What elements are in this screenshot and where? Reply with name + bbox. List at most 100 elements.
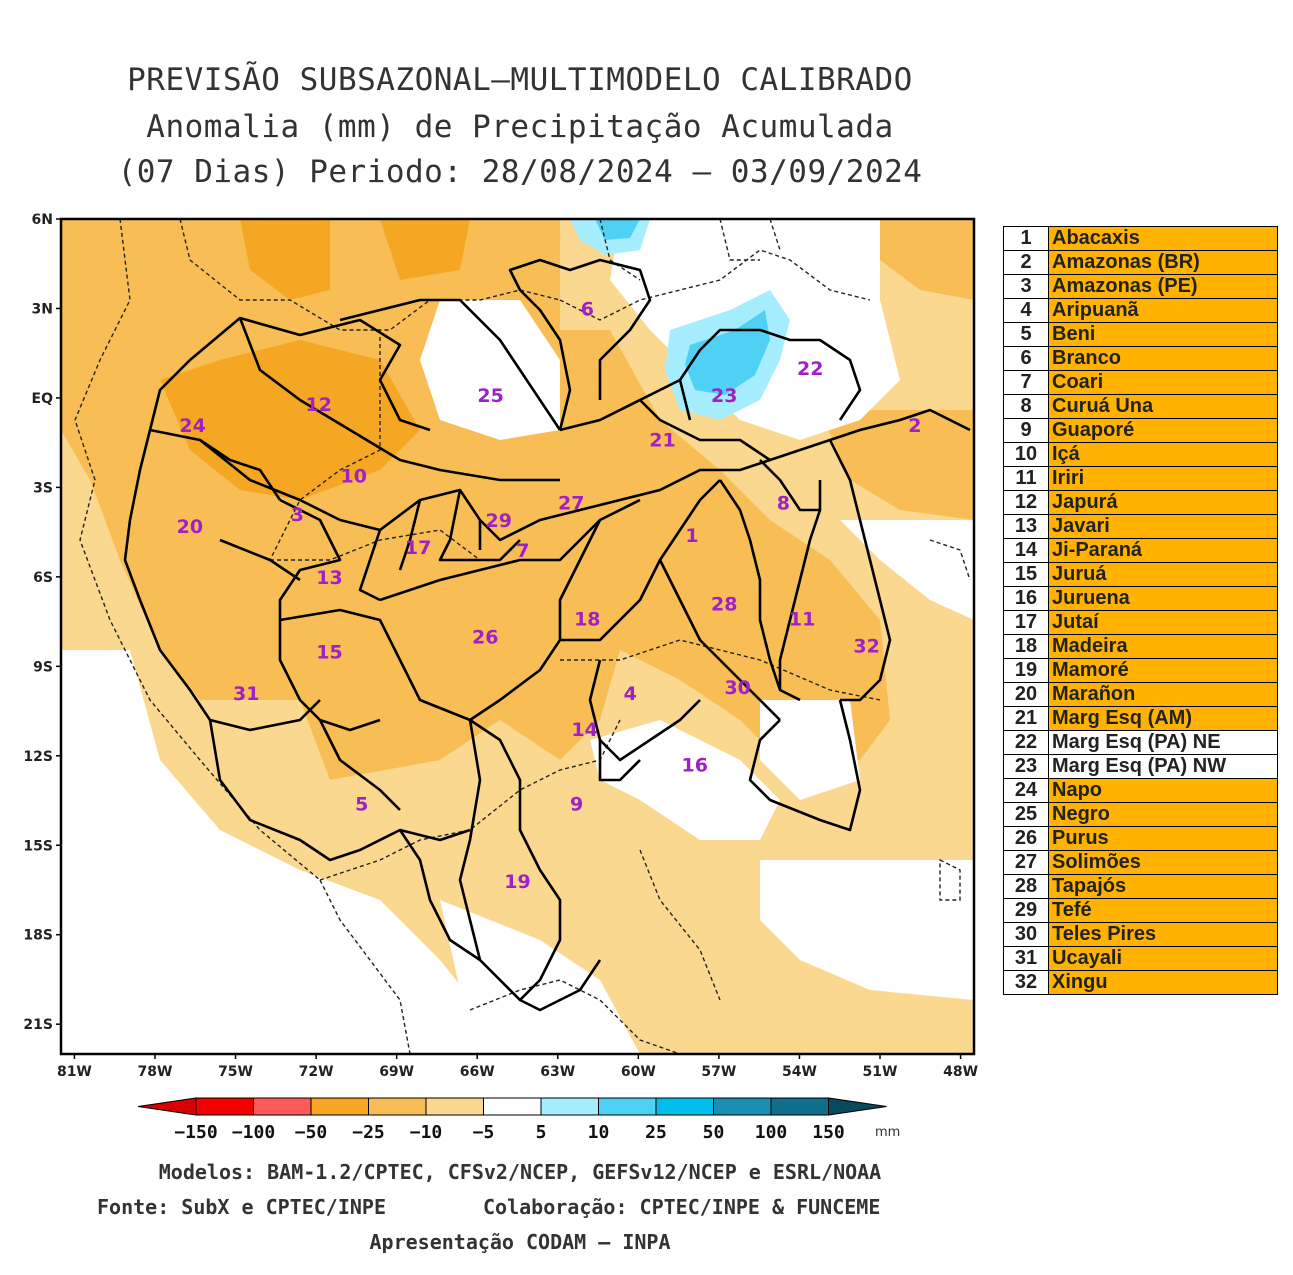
colorbar-segment <box>425 1097 484 1116</box>
colorbar-segment <box>598 1097 657 1116</box>
legend-number: 9 <box>1003 418 1049 443</box>
legend-row: 4 Aripuanã <box>1003 298 1278 323</box>
legend-row: 27 Solimões <box>1003 850 1278 875</box>
colorbar-label: −150 <box>174 1122 217 1143</box>
legend-basin-name: Teles Pires <box>1048 922 1278 947</box>
legend-basin-name: Marg Esq (PA) NW <box>1048 754 1278 779</box>
basin-boundaries <box>123 258 971 1012</box>
basin-number-19: 19 <box>504 871 530 893</box>
legend-basin-name: Ucayali <box>1048 946 1278 971</box>
anomaly-field-neutral-se <box>760 700 860 800</box>
basin-number-14: 14 <box>571 719 597 741</box>
basin-number-7: 7 <box>516 540 529 562</box>
legend-number: 23 <box>1003 754 1049 779</box>
lat-label: 18S <box>23 928 53 944</box>
colorbar-label: −50 <box>295 1122 328 1143</box>
legend-row: 2 Amazonas (BR) <box>1003 250 1278 275</box>
colorbar: −150 −100 −50 −25 −10 −5 5 10 25 50 100 150 mm <box>137 1097 900 1143</box>
colorbar-segment <box>368 1097 427 1116</box>
legend-number: 18 <box>1003 634 1049 659</box>
legend-number: 26 <box>1003 826 1049 851</box>
legend-number: 5 <box>1003 322 1049 347</box>
map-frame <box>59 217 976 1056</box>
legend-row: 11 Iriri <box>1003 466 1278 491</box>
anomaly-field-neutral-south-central <box>440 900 640 1054</box>
lon-label: 78W <box>138 1064 173 1080</box>
colorbar-label: 50 <box>703 1122 725 1143</box>
legend-basin-name: Curuá Una <box>1048 394 1278 419</box>
colorbar-label: −25 <box>352 1122 385 1143</box>
legend-row: 22 Marg Esq (PA) NE <box>1003 730 1278 755</box>
lon-label: 57W <box>701 1064 736 1080</box>
basin-number-9: 9 <box>570 794 583 816</box>
anomaly-field-neutral-north <box>420 300 560 440</box>
lat-label: 15S <box>23 838 53 854</box>
legend-number: 7 <box>1003 370 1049 395</box>
basin-number-29: 29 <box>485 510 511 532</box>
basin-number-1: 1 <box>685 525 698 547</box>
legend-row: 3 Amazonas (PE) <box>1003 274 1278 299</box>
lat-label: 3S <box>33 480 53 496</box>
lon-label: 48W <box>943 1064 978 1080</box>
basin-number-5: 5 <box>355 794 368 816</box>
legend-basin-name: Marg Esq (PA) NE <box>1048 730 1278 755</box>
basin-number-8: 8 <box>777 492 790 514</box>
basin-number-30: 30 <box>724 677 750 699</box>
legend-number: 13 <box>1003 514 1049 539</box>
legend-number: 2 <box>1003 250 1049 275</box>
legend-basin-name: Solimões <box>1048 850 1278 875</box>
lon-label: 63W <box>540 1064 575 1080</box>
country-borders <box>74 219 971 1054</box>
legend-row: 30 Teles Pires <box>1003 922 1278 947</box>
lat-label: 9S <box>33 659 53 675</box>
legend-row: 18 Madeira <box>1003 634 1278 659</box>
legend-basin-name: Içá <box>1048 442 1278 467</box>
legend-row: 8 Curuá Una <box>1003 394 1278 419</box>
colorbar-min-arrow <box>137 1097 197 1116</box>
colorbar-label: 150 <box>812 1122 845 1143</box>
legend-basin-name: Guaporé <box>1048 418 1278 443</box>
longitude-labels: 81W 78W 75W 72W 69W 66W 63W 60W 57W 54W 51W 48W <box>57 1064 978 1080</box>
basin-number-12: 12 <box>306 394 332 416</box>
lon-label: 81W <box>57 1064 92 1080</box>
legend-basin-name: Marg Esq (AM) <box>1048 706 1278 731</box>
credits-presentation: Apresentação CODAM – INPA <box>369 1230 671 1254</box>
legend-row: 9 Guaporé <box>1003 418 1278 443</box>
basin-number-21: 21 <box>649 430 675 452</box>
legend-number: 1 <box>1003 226 1049 251</box>
lon-label: 54W <box>782 1064 817 1080</box>
legend-row: 21 Marg Esq (AM) <box>1003 706 1278 731</box>
colorbar-label: 10 <box>588 1122 610 1143</box>
basin-number-27: 27 <box>558 492 584 514</box>
legend-row: 20 Marañon <box>1003 682 1278 707</box>
legend-basin-name: Beni <box>1048 322 1278 347</box>
credits-source: Fonte: SubX e CPTEC/INPE <box>97 1195 386 1219</box>
colorbar-label: 100 <box>755 1122 788 1143</box>
legend-number: 28 <box>1003 874 1049 899</box>
basin-legend-table: 1 Abacaxis 2 Amazonas (BR) 3 Amazonas (PE) 4 Ar… <box>1003 226 1278 995</box>
legend-row: 26 Purus <box>1003 826 1278 851</box>
legend-number: 14 <box>1003 538 1049 563</box>
legend-number: 30 <box>1003 922 1049 947</box>
colorbar-segment <box>770 1097 829 1116</box>
legend-row: 1 Abacaxis <box>1003 226 1278 251</box>
legend-row: 12 Japurá <box>1003 490 1278 515</box>
legend-number: 22 <box>1003 730 1049 755</box>
basin-number-31: 31 <box>233 683 259 705</box>
legend-number: 21 <box>1003 706 1049 731</box>
anomaly-field-neutral-sw <box>61 650 520 1054</box>
legend-number: 4 <box>1003 298 1049 323</box>
legend-basin-name: Mamoré <box>1048 658 1278 683</box>
legend-number: 32 <box>1003 970 1049 995</box>
legend-row: 25 Negro <box>1003 802 1278 827</box>
legend-basin-name: Javari <box>1048 514 1278 539</box>
legend-row: 23 Marg Esq (PA) NW <box>1003 754 1278 779</box>
colorbar-segment <box>713 1097 772 1116</box>
legend-basin-name: Negro <box>1048 802 1278 827</box>
legend-number: 29 <box>1003 898 1049 923</box>
legend-basin-name: Abacaxis <box>1048 226 1278 251</box>
title-line-1: PREVISÃO SUBSAZONAL—MULTIMODELO CALIBRAD… <box>127 62 913 98</box>
lon-label: 66W <box>460 1064 495 1080</box>
legend-number: 11 <box>1003 466 1049 491</box>
lon-label: 69W <box>379 1064 414 1080</box>
